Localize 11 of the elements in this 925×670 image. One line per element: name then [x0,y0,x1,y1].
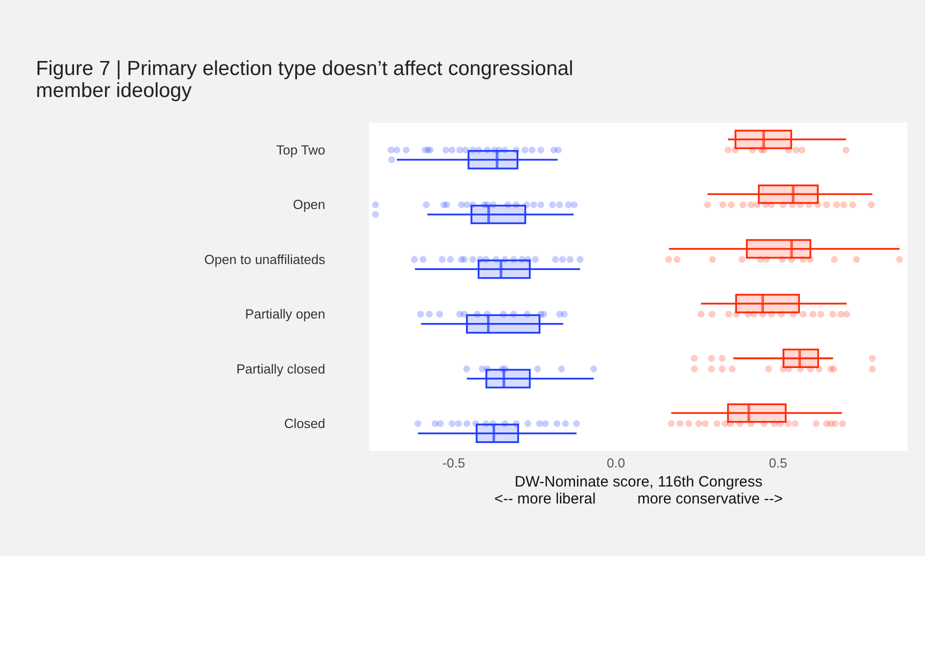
y-tick-label: Top Two [276,142,326,158]
x-tick-label: 0.0 [606,455,626,470]
y-tick-label: Closed [284,416,326,432]
x-axis-title: DW-Nominate score, 116th Congress <-- more liberal more conservative --> [494,474,784,508]
x-tick-label: -0.5 [442,455,466,470]
chart-title: Figure 7 | Primary election type doesn’t affect congressional member ideology [36,58,574,102]
y-tick-label: Open to unaffiliateds [204,252,326,267]
y-tick-label: Partially closed [236,361,326,376]
x-tick-label: 0.5 [768,455,788,470]
y-tick-label: Open [292,197,326,212]
y-tick-label: Partially open [245,306,326,322]
